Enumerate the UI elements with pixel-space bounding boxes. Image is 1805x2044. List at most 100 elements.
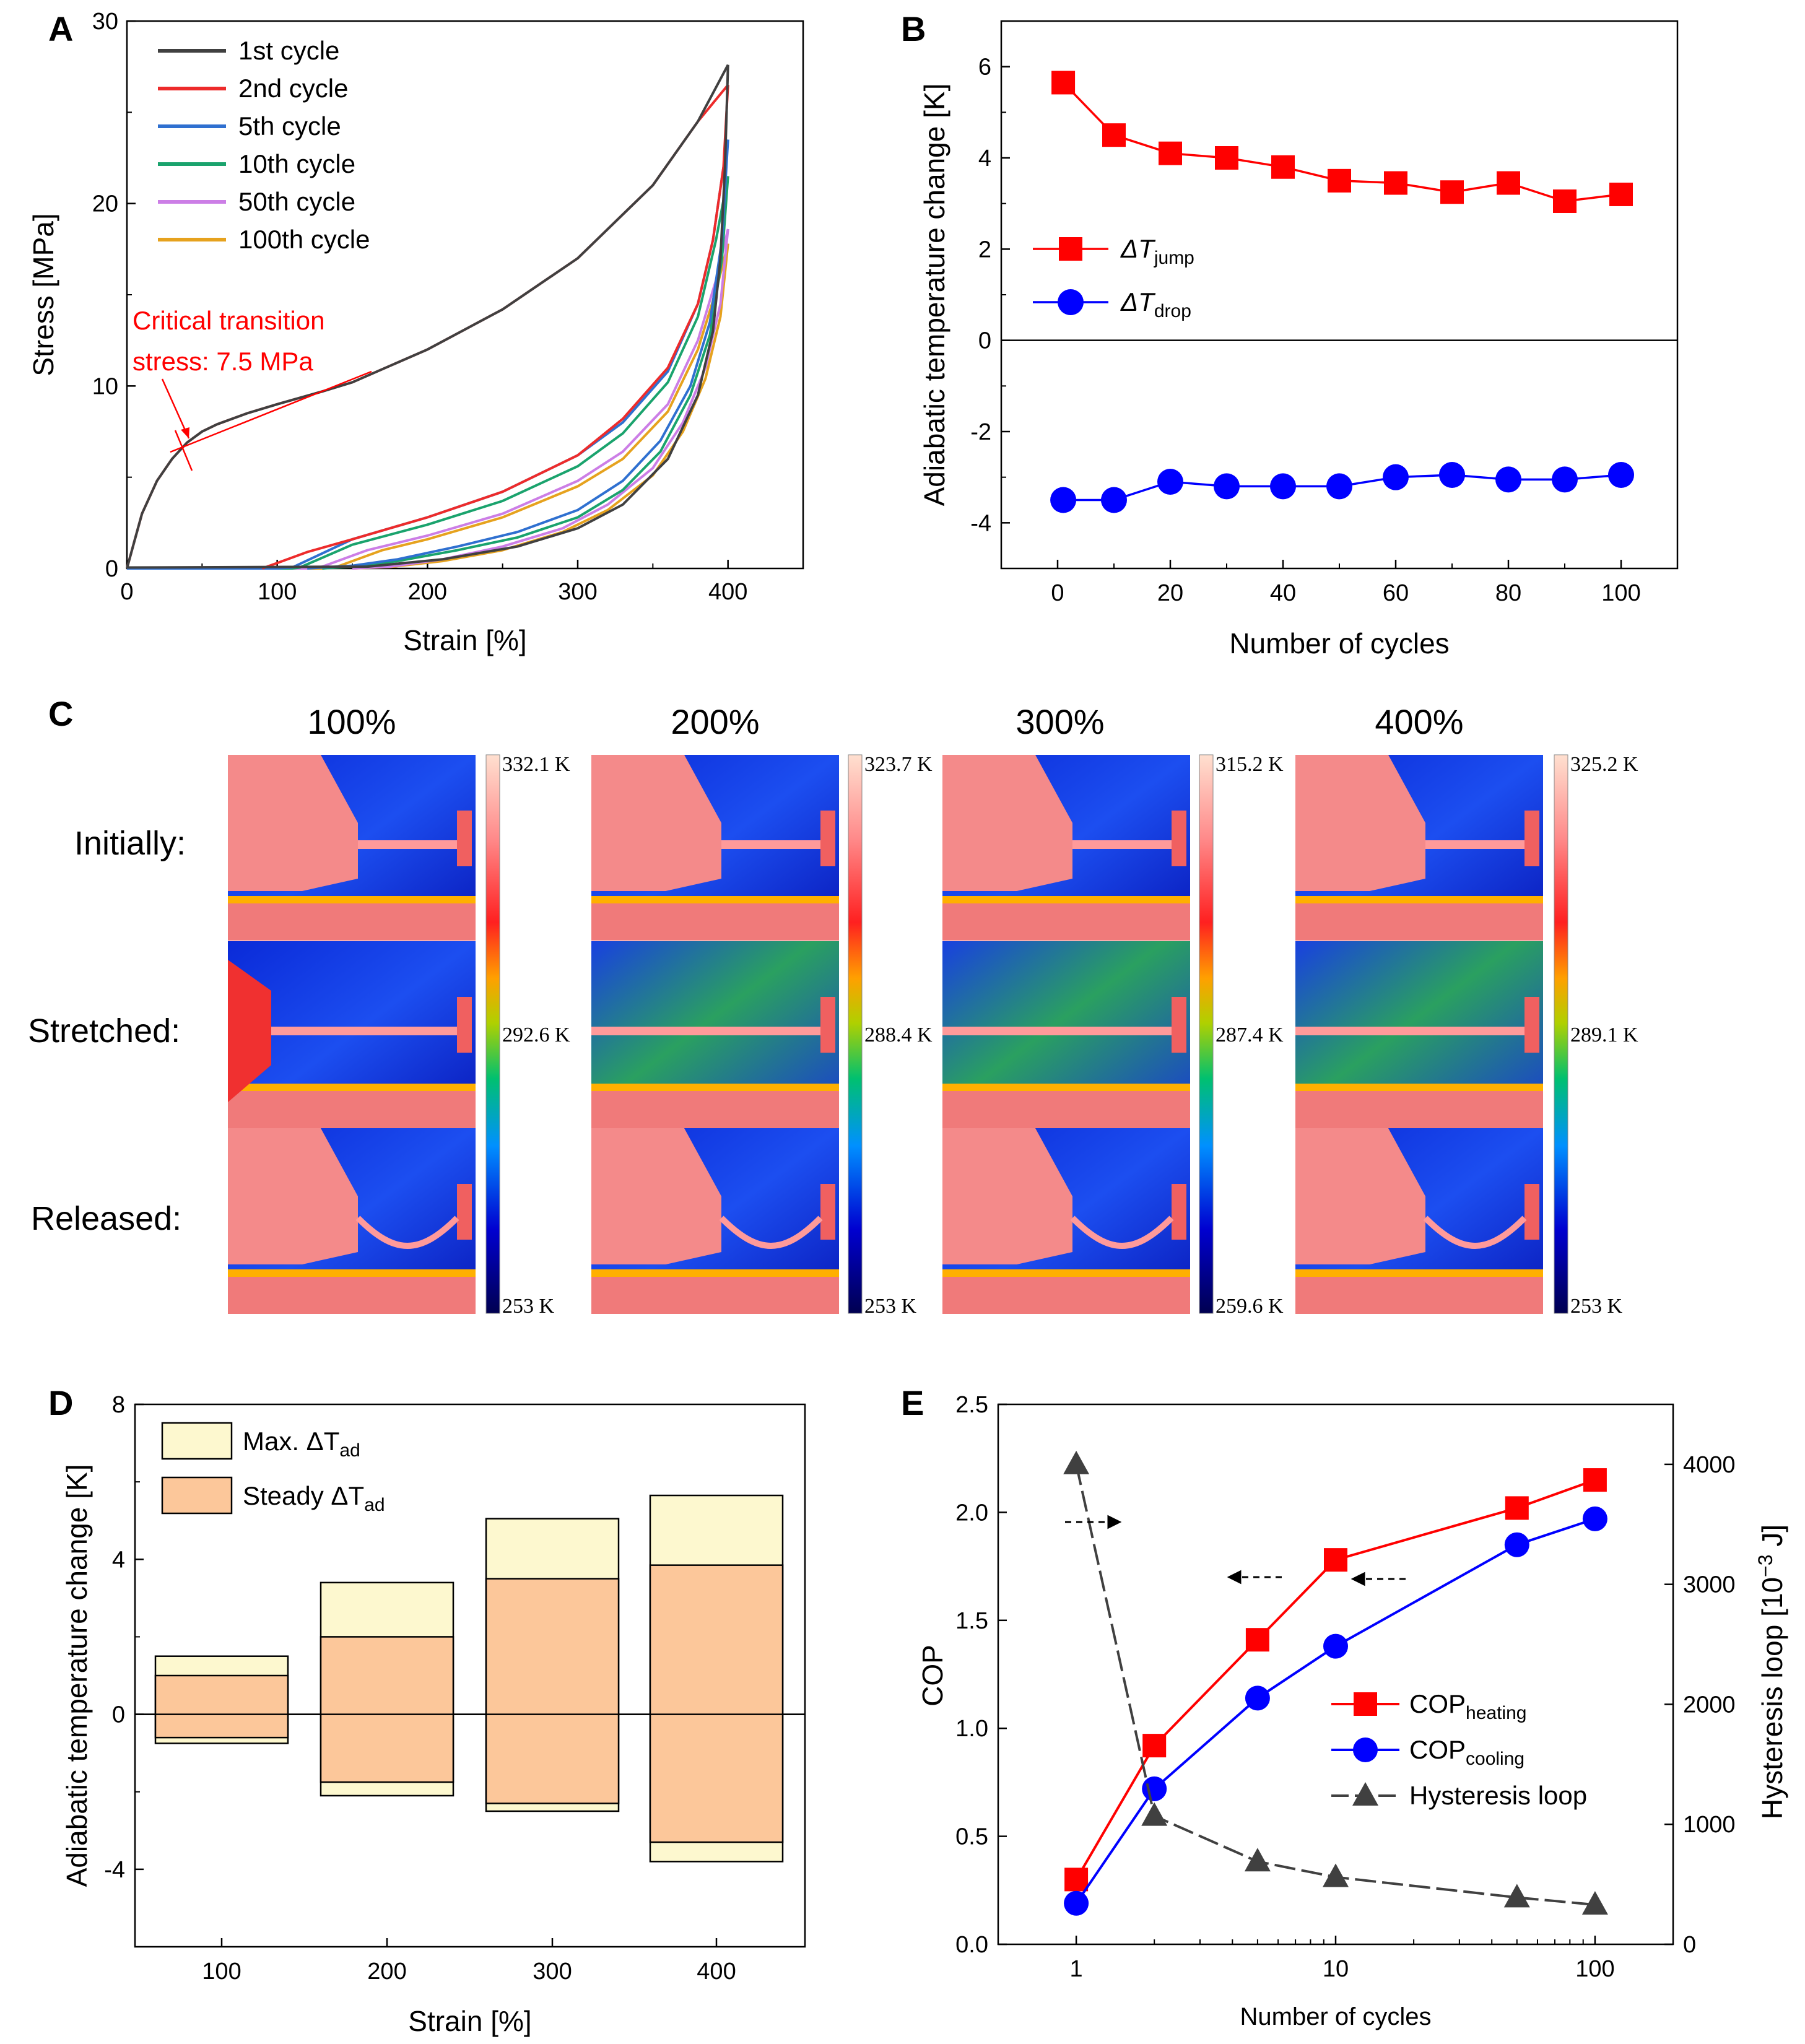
series-line-unloading [261,84,729,570]
left-clamp [591,1128,721,1264]
x-tick-label: 100 [1575,1956,1614,1982]
legend-label: Steady ΔTad [243,1481,385,1515]
x-tick-label: 10 [1323,1956,1349,1982]
data-point-square [1440,180,1464,204]
strain-column-header: 300% [1016,702,1104,741]
data-point-triangle [1244,1848,1271,1872]
sample-strip [1070,1216,1174,1249]
left-clamp [942,755,1072,891]
bar [154,1674,289,1739]
data-point-circle [1326,473,1352,500]
right-clamp [457,997,472,1053]
left-clamp [228,960,271,1102]
data-point-circle [1323,1633,1348,1659]
series-line-loading [126,64,729,569]
y-tick-label: 6 [978,54,991,80]
tangent-line-1 [170,370,372,453]
floor-edge [1295,896,1543,903]
data-point-circle [1101,487,1127,513]
data-point-circle [1157,469,1183,495]
y-right-tick-label: 1000 [1683,1812,1736,1838]
floor-edge [228,1269,476,1277]
right-clamp [457,811,472,866]
legend-label: COPheating [1409,1689,1526,1723]
tangent-line-2 [174,430,193,471]
legend-label: ΔTdrop [1120,287,1191,321]
y-right-tick-label: 3000 [1683,1572,1736,1598]
series [1050,71,1634,513]
x-tick-label: 60 [1383,580,1409,606]
colorbar-mid-label: 292.6 K [502,1024,570,1046]
annotation-arrow [161,378,190,439]
x-axis-label: Number of cycles [1240,2003,1432,2030]
y-axis-label-left: COP [916,1645,949,1707]
thermal-image-grid: 100% 200% 300% 400% Initially: Stretched: Rele… [28,702,1638,1318]
data-point-circle [1142,1776,1167,1801]
floor-band [228,1091,476,1128]
colorbar: 315.2 K 287.4 K 259.6 K [1199,753,1284,1318]
legend-label: 5th cycle [238,111,341,141]
x-tick-label: 300 [558,579,597,605]
state-row-label: Initially: [74,825,186,862]
data-point-circle [1504,1532,1529,1557]
colorbar-mid-label: 287.4 K [1216,1024,1284,1046]
colorbar-max-label: 323.7 K [864,753,933,776]
legend-label: Max. ΔTad [243,1427,360,1461]
y-tick-label: 2.0 [955,1500,988,1526]
legend-label-main: Max. ΔT [243,1427,339,1456]
legend: 1st cycle 2nd cycle 5th cycle 10th cycle 50t… [158,36,370,254]
series-line-unloading [126,64,729,569]
y-tick-label: 2 [978,237,991,263]
sample-strip [721,840,820,849]
floor-edge [591,1269,839,1277]
x-tick-label: 20 [1157,580,1183,606]
right-clamp [1524,811,1539,866]
colorbar-max-label: 332.1 K [502,753,570,776]
floor-band [228,1277,476,1314]
data-point-square [1064,1868,1089,1892]
legend-label-sub: jump [1154,248,1194,268]
legend-label: COPcooling [1409,1735,1524,1769]
panel-label-e: E [901,1383,924,1422]
legend-label-sub: ad [364,1495,385,1515]
panel-label-a: A [48,9,73,48]
panel-label-d: D [48,1383,73,1422]
x-tick-label: 100 [1601,580,1640,606]
strain-column-header: 200% [671,702,759,741]
legend-swatch [161,1476,233,1515]
series-line-unloading [322,176,729,570]
thermal-image [1295,1128,1543,1314]
thermal-image [942,1128,1190,1314]
x-tick-label: 100 [258,579,297,605]
axis-ticks: 1 10 100 0.0 0.5 1.0 1.5 2.0 2.5 0 1000 2000 3000 400… [955,1392,1735,1982]
y-right-tick-label: 0 [1683,1932,1696,1958]
legend-label: 10th cycle [238,149,355,178]
legend-swatch [161,1422,233,1460]
colorbar-min-label: 253 K [502,1295,555,1318]
panel-label-b: B [901,9,926,48]
x-tick-label: 0 [1051,580,1064,606]
data-point-circle [1608,461,1634,488]
colorbar-min-label: 253 K [1570,1295,1623,1318]
data-point-triangle [1503,1884,1530,1908]
legend-label: 100th cycle [238,225,370,254]
y-tick-label: -4 [970,510,991,536]
legend-marker [1352,1782,1378,1806]
floor-edge [942,1269,1190,1277]
x-axis-label: Strain [%] [408,2005,531,2037]
legend-label-main: COP [1409,1689,1466,1718]
data-point-square [1497,171,1520,195]
x-tick-label: 40 [1270,580,1296,606]
data-point-square [1159,141,1182,165]
left-clamp [228,755,358,891]
arrowhead-left-1 [1227,1570,1242,1585]
colorbar: 323.7 K 288.4 K 253 K [848,753,933,1318]
thermal-image [591,941,839,1128]
thermal-image [228,755,476,941]
floor-edge [591,896,839,903]
sample-strip [942,1027,1172,1035]
plot-frame [997,1403,1674,1946]
data-point-circle [1270,473,1296,500]
